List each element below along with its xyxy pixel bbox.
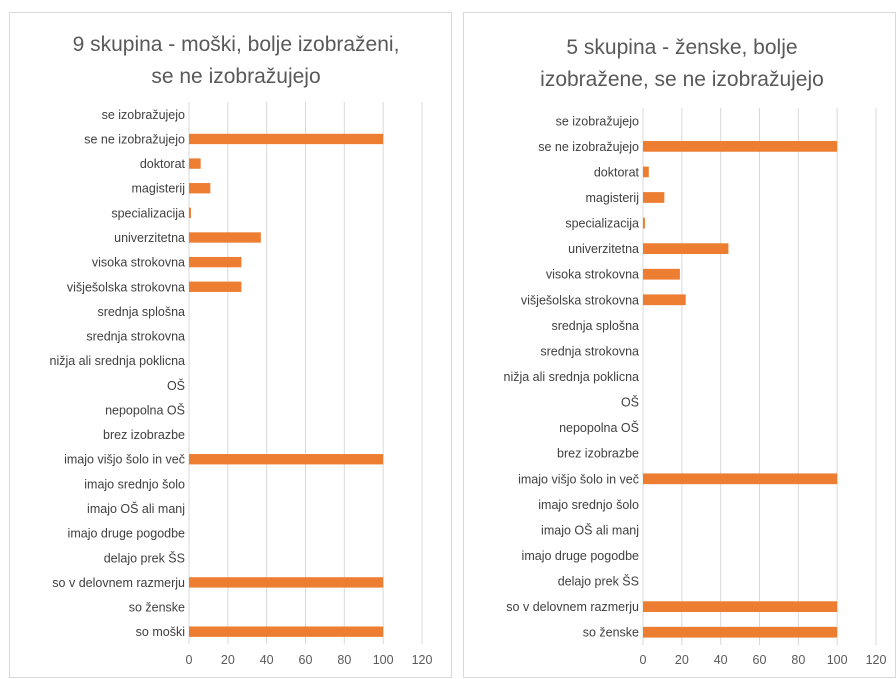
bar bbox=[189, 626, 384, 637]
category-label: se ne izobražujejo bbox=[84, 132, 185, 146]
category-label: imajo srednjo šolo bbox=[84, 477, 185, 491]
category-label: so moški bbox=[136, 625, 185, 639]
category-label: so v delovnem razmerju bbox=[52, 576, 185, 590]
category-label: visoka strokovna bbox=[92, 256, 185, 270]
category-label: srednja splošna bbox=[97, 305, 185, 319]
bar bbox=[643, 140, 838, 152]
category-label: magisterij bbox=[132, 182, 186, 196]
category-label: delajo prek ŠS bbox=[104, 550, 185, 565]
category-label: OŠ bbox=[167, 378, 185, 393]
category-label: brez izobrazbe bbox=[103, 428, 185, 442]
category-label: specializacija bbox=[565, 217, 639, 231]
x-tick-label: 0 bbox=[640, 653, 647, 667]
category-label: se izobražujejo bbox=[102, 108, 185, 122]
category-label: specializacija bbox=[111, 206, 185, 220]
category-label: so v delovnem razmerju bbox=[506, 600, 639, 614]
category-label: doktorat bbox=[140, 157, 186, 171]
category-label: srednja splošna bbox=[551, 319, 639, 333]
category-label: se izobražujejo bbox=[556, 114, 639, 128]
category-label: višješolska strokovna bbox=[521, 293, 639, 307]
category-label: univerzitetna bbox=[568, 242, 639, 256]
category-label: srednja strokovna bbox=[86, 330, 185, 344]
bar bbox=[189, 158, 201, 169]
x-tick-label: 80 bbox=[791, 653, 805, 667]
category-label: so ženske bbox=[583, 626, 639, 640]
chart-panel-women: 5 skupina - ženske, bolje izobražene, se … bbox=[463, 12, 896, 678]
bar bbox=[643, 192, 665, 203]
bar-chart-men: 9 skupina - moški, bolje izobraženi, se n… bbox=[50, 33, 433, 667]
x-tick-label: 40 bbox=[714, 653, 728, 667]
category-label: višješolska strokovna bbox=[67, 280, 185, 294]
chart-title-line: izobražene, se ne izobražujejo bbox=[540, 68, 824, 91]
x-tick-label: 20 bbox=[675, 653, 689, 667]
x-tick-label: 100 bbox=[827, 653, 848, 667]
category-label: OŠ bbox=[621, 395, 639, 410]
category-label: imajo srednjo šolo bbox=[538, 498, 639, 512]
bar bbox=[643, 626, 838, 638]
x-tick-label: 120 bbox=[866, 653, 887, 667]
category-label: imajo druge pogodbe bbox=[522, 549, 639, 563]
x-tick-label: 60 bbox=[299, 653, 313, 667]
bar bbox=[643, 473, 838, 485]
category-label: nižja ali srednja poklicna bbox=[504, 370, 640, 384]
chart-title-line: 5 skupina - ženske, bolje bbox=[566, 36, 797, 59]
category-label: so ženske bbox=[129, 601, 185, 615]
bar bbox=[189, 256, 242, 268]
bar bbox=[189, 281, 242, 292]
x-tick-label: 100 bbox=[373, 653, 394, 667]
x-tick-label: 40 bbox=[260, 653, 274, 667]
category-label: delajo prek ŠS bbox=[558, 574, 639, 589]
x-tick-label: 0 bbox=[186, 653, 193, 667]
category-label: se ne izobražujejo bbox=[538, 140, 639, 154]
category-label: magisterij bbox=[586, 191, 640, 205]
bar-chart-women: 5 skupina - ženske, bolje izobražene, se … bbox=[504, 36, 887, 667]
category-label: imajo višjo šolo in več bbox=[518, 472, 639, 486]
category-label: nižja ali srednja poklicna bbox=[50, 354, 186, 368]
bar bbox=[643, 601, 838, 613]
bar bbox=[189, 133, 384, 145]
category-label: visoka strokovna bbox=[546, 268, 639, 282]
category-label: brez izobrazbe bbox=[557, 447, 639, 461]
category-label: nepopolna OŠ bbox=[105, 402, 185, 417]
bar bbox=[189, 183, 211, 194]
chart-panel-men: 9 skupina - moški, bolje izobraženi, se n… bbox=[9, 12, 452, 678]
bar bbox=[643, 268, 680, 280]
category-label: doktorat bbox=[594, 165, 640, 179]
category-label: imajo OŠ ali manj bbox=[541, 522, 639, 537]
x-tick-label: 80 bbox=[337, 653, 351, 667]
category-label: nepopolna OŠ bbox=[559, 420, 639, 435]
category-label: imajo druge pogodbe bbox=[68, 527, 185, 541]
category-label: imajo višjo šolo in več bbox=[64, 453, 185, 467]
bar bbox=[643, 294, 686, 306]
chart-title-line: se ne izobražujejo bbox=[151, 65, 320, 88]
bar bbox=[643, 243, 729, 255]
bar bbox=[643, 217, 645, 229]
bar bbox=[189, 454, 384, 465]
x-tick-label: 120 bbox=[412, 653, 433, 667]
bar bbox=[189, 577, 384, 588]
chart-title-line: 9 skupina - moški, bolje izobraženi, bbox=[73, 33, 400, 56]
category-label: srednja strokovna bbox=[540, 344, 639, 358]
bar bbox=[189, 232, 261, 243]
x-tick-label: 20 bbox=[221, 653, 235, 667]
bar bbox=[189, 207, 191, 219]
category-label: imajo OŠ ali manj bbox=[87, 501, 185, 516]
bar bbox=[643, 166, 649, 178]
category-label: univerzitetna bbox=[114, 231, 185, 245]
x-tick-label: 60 bbox=[753, 653, 767, 667]
